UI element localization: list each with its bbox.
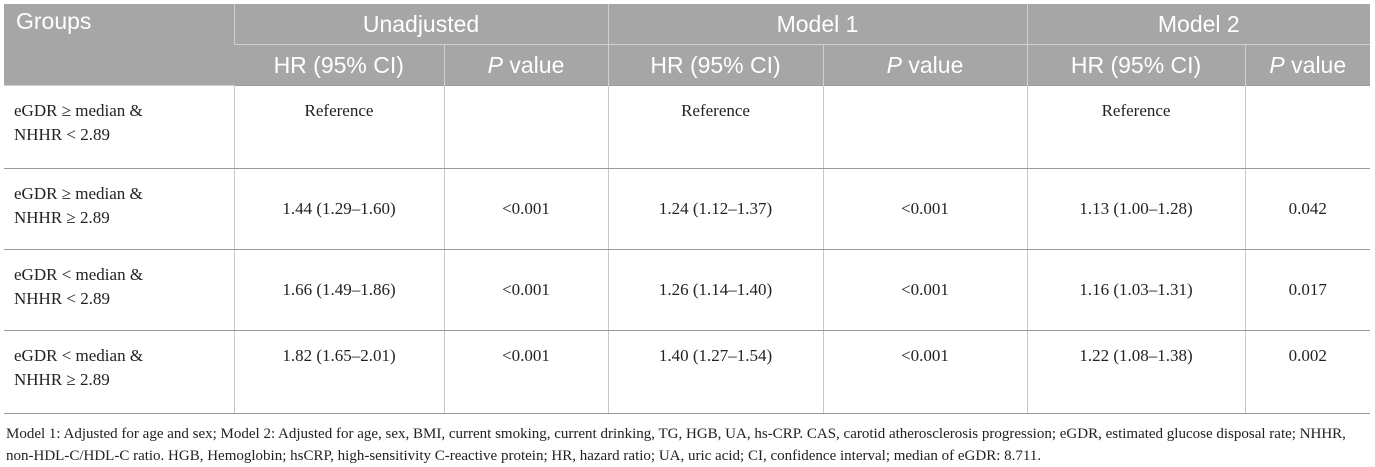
model2-p-cell: 0.017 <box>1244 249 1371 331</box>
hr-header: HR (95% CI) <box>234 44 444 86</box>
hr-header: HR (95% CI) <box>1026 44 1246 86</box>
table-row: eGDR < median & NHHR < 2.89 1.66 (1.49–1.… <box>4 249 1371 331</box>
header-row-models: Groups Unadjusted Model 1 Model 2 <box>4 4 1371 86</box>
group-cell: eGDR < median & NHHR ≥ 2.89 <box>4 330 234 414</box>
unadjusted-hr-cell: 1.66 (1.49–1.86) <box>233 249 444 331</box>
hazard-ratio-table: Groups Unadjusted Model 1 Model 2 HR (95… <box>4 4 1371 414</box>
p-value-header: P value <box>822 44 1028 86</box>
unadjusted-p-cell: <0.001 <box>443 168 609 250</box>
p-italic: P <box>1269 51 1285 78</box>
model2-hr-cell: Reference <box>1026 85 1246 169</box>
table-row: eGDR < median & NHHR ≥ 2.89 1.82 (1.65–2.… <box>4 330 1371 414</box>
group-line2: NHHR ≥ 2.89 <box>14 370 110 389</box>
unadjusted-hr-cell: Reference <box>233 85 444 169</box>
unadjusted-hr-cell: 1.44 (1.29–1.60) <box>233 168 444 250</box>
group-cell: eGDR ≥ median & NHHR < 2.89 <box>4 85 234 169</box>
table-row: eGDR ≥ median & NHHR ≥ 2.89 1.44 (1.29–1.… <box>4 168 1371 250</box>
table-row: eGDR ≥ median & NHHR < 2.89 Reference Ref… <box>4 85 1371 169</box>
model-header-unadjusted: Unadjusted <box>233 4 609 45</box>
p-value-header: P value <box>1244 44 1371 86</box>
model1-hr-cell: 1.24 (1.12–1.37) <box>607 168 824 250</box>
model1-p-cell <box>822 85 1028 169</box>
unadjusted-p-cell <box>443 85 609 169</box>
group-line2: NHHR < 2.89 <box>14 125 111 144</box>
group-cell: eGDR ≥ median & NHHR ≥ 2.89 <box>4 168 234 250</box>
group-line1: eGDR < median & <box>14 346 144 365</box>
p-rest: value <box>1284 51 1347 78</box>
model1-p-cell: <0.001 <box>822 249 1028 331</box>
groups-header: Groups <box>4 4 234 86</box>
model-header-model1: Model 1 <box>607 4 1028 45</box>
p-rest: value <box>502 51 565 78</box>
group-line1: eGDR ≥ median & <box>14 184 143 203</box>
model1-hr-cell: 1.40 (1.27–1.54) <box>607 330 824 414</box>
model2-hr-cell: 1.16 (1.03–1.31) <box>1026 249 1246 331</box>
model-header-model2: Model 2 <box>1026 4 1371 45</box>
group-line2: NHHR < 2.89 <box>14 289 111 308</box>
p-italic: P <box>487 51 503 78</box>
group-line2: NHHR ≥ 2.89 <box>14 208 110 227</box>
header-row-stats: HR (95% CI) P value HR (95% CI) P value … <box>4 44 1371 86</box>
model2-hr-cell: 1.13 (1.00–1.28) <box>1026 168 1246 250</box>
model1-hr-cell: 1.26 (1.14–1.40) <box>607 249 824 331</box>
hr-header: HR (95% CI) <box>607 44 824 86</box>
p-value-header: P value <box>443 44 609 86</box>
model1-p-cell: <0.001 <box>822 168 1028 250</box>
p-rest: value <box>902 51 964 78</box>
model2-hr-cell: 1.22 (1.08–1.38) <box>1026 330 1246 414</box>
model1-hr-cell: Reference <box>607 85 824 169</box>
model2-p-cell: 0.002 <box>1244 330 1371 414</box>
table-footnote: Model 1: Adjusted for age and sex; Model… <box>6 426 1346 464</box>
group-line1: eGDR < median & <box>14 265 144 284</box>
unadjusted-p-cell: <0.001 <box>443 330 609 414</box>
results-table-container: Groups Unadjusted Model 1 Model 2 HR (95… <box>4 4 1371 467</box>
model2-p-cell <box>1244 85 1371 169</box>
unadjusted-hr-cell: 1.82 (1.65–2.01) <box>233 330 444 414</box>
group-cell: eGDR < median & NHHR < 2.89 <box>4 249 234 331</box>
unadjusted-p-cell: <0.001 <box>443 249 609 331</box>
model2-p-cell: 0.042 <box>1244 168 1371 250</box>
model1-p-cell: <0.001 <box>822 330 1028 414</box>
p-italic: P <box>886 51 902 78</box>
group-line1: eGDR ≥ median & <box>14 101 143 120</box>
